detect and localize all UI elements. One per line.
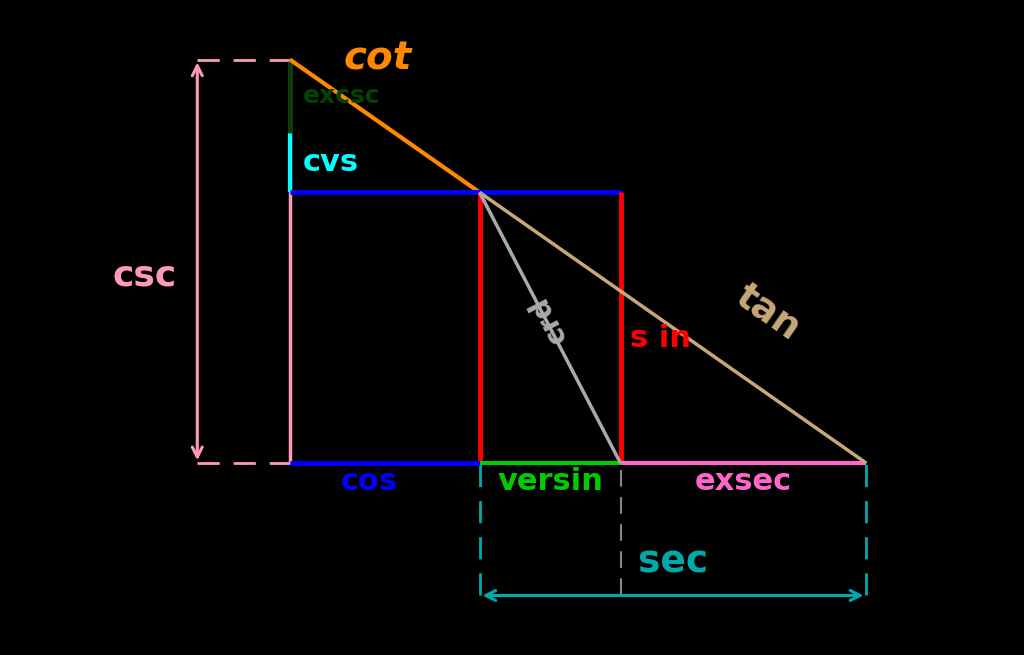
Text: exsec: exsec: [695, 466, 792, 496]
Text: excsc: excsc: [303, 84, 381, 108]
Text: s in: s in: [631, 324, 691, 353]
Text: crd: crd: [524, 290, 572, 348]
Text: sec: sec: [638, 544, 708, 580]
Text: cos: cos: [341, 466, 398, 496]
Text: tan: tan: [728, 278, 806, 348]
Text: csc: csc: [113, 259, 176, 293]
Text: versin: versin: [497, 466, 603, 496]
Text: cvs: cvs: [303, 148, 359, 177]
Text: cot: cot: [344, 39, 413, 77]
